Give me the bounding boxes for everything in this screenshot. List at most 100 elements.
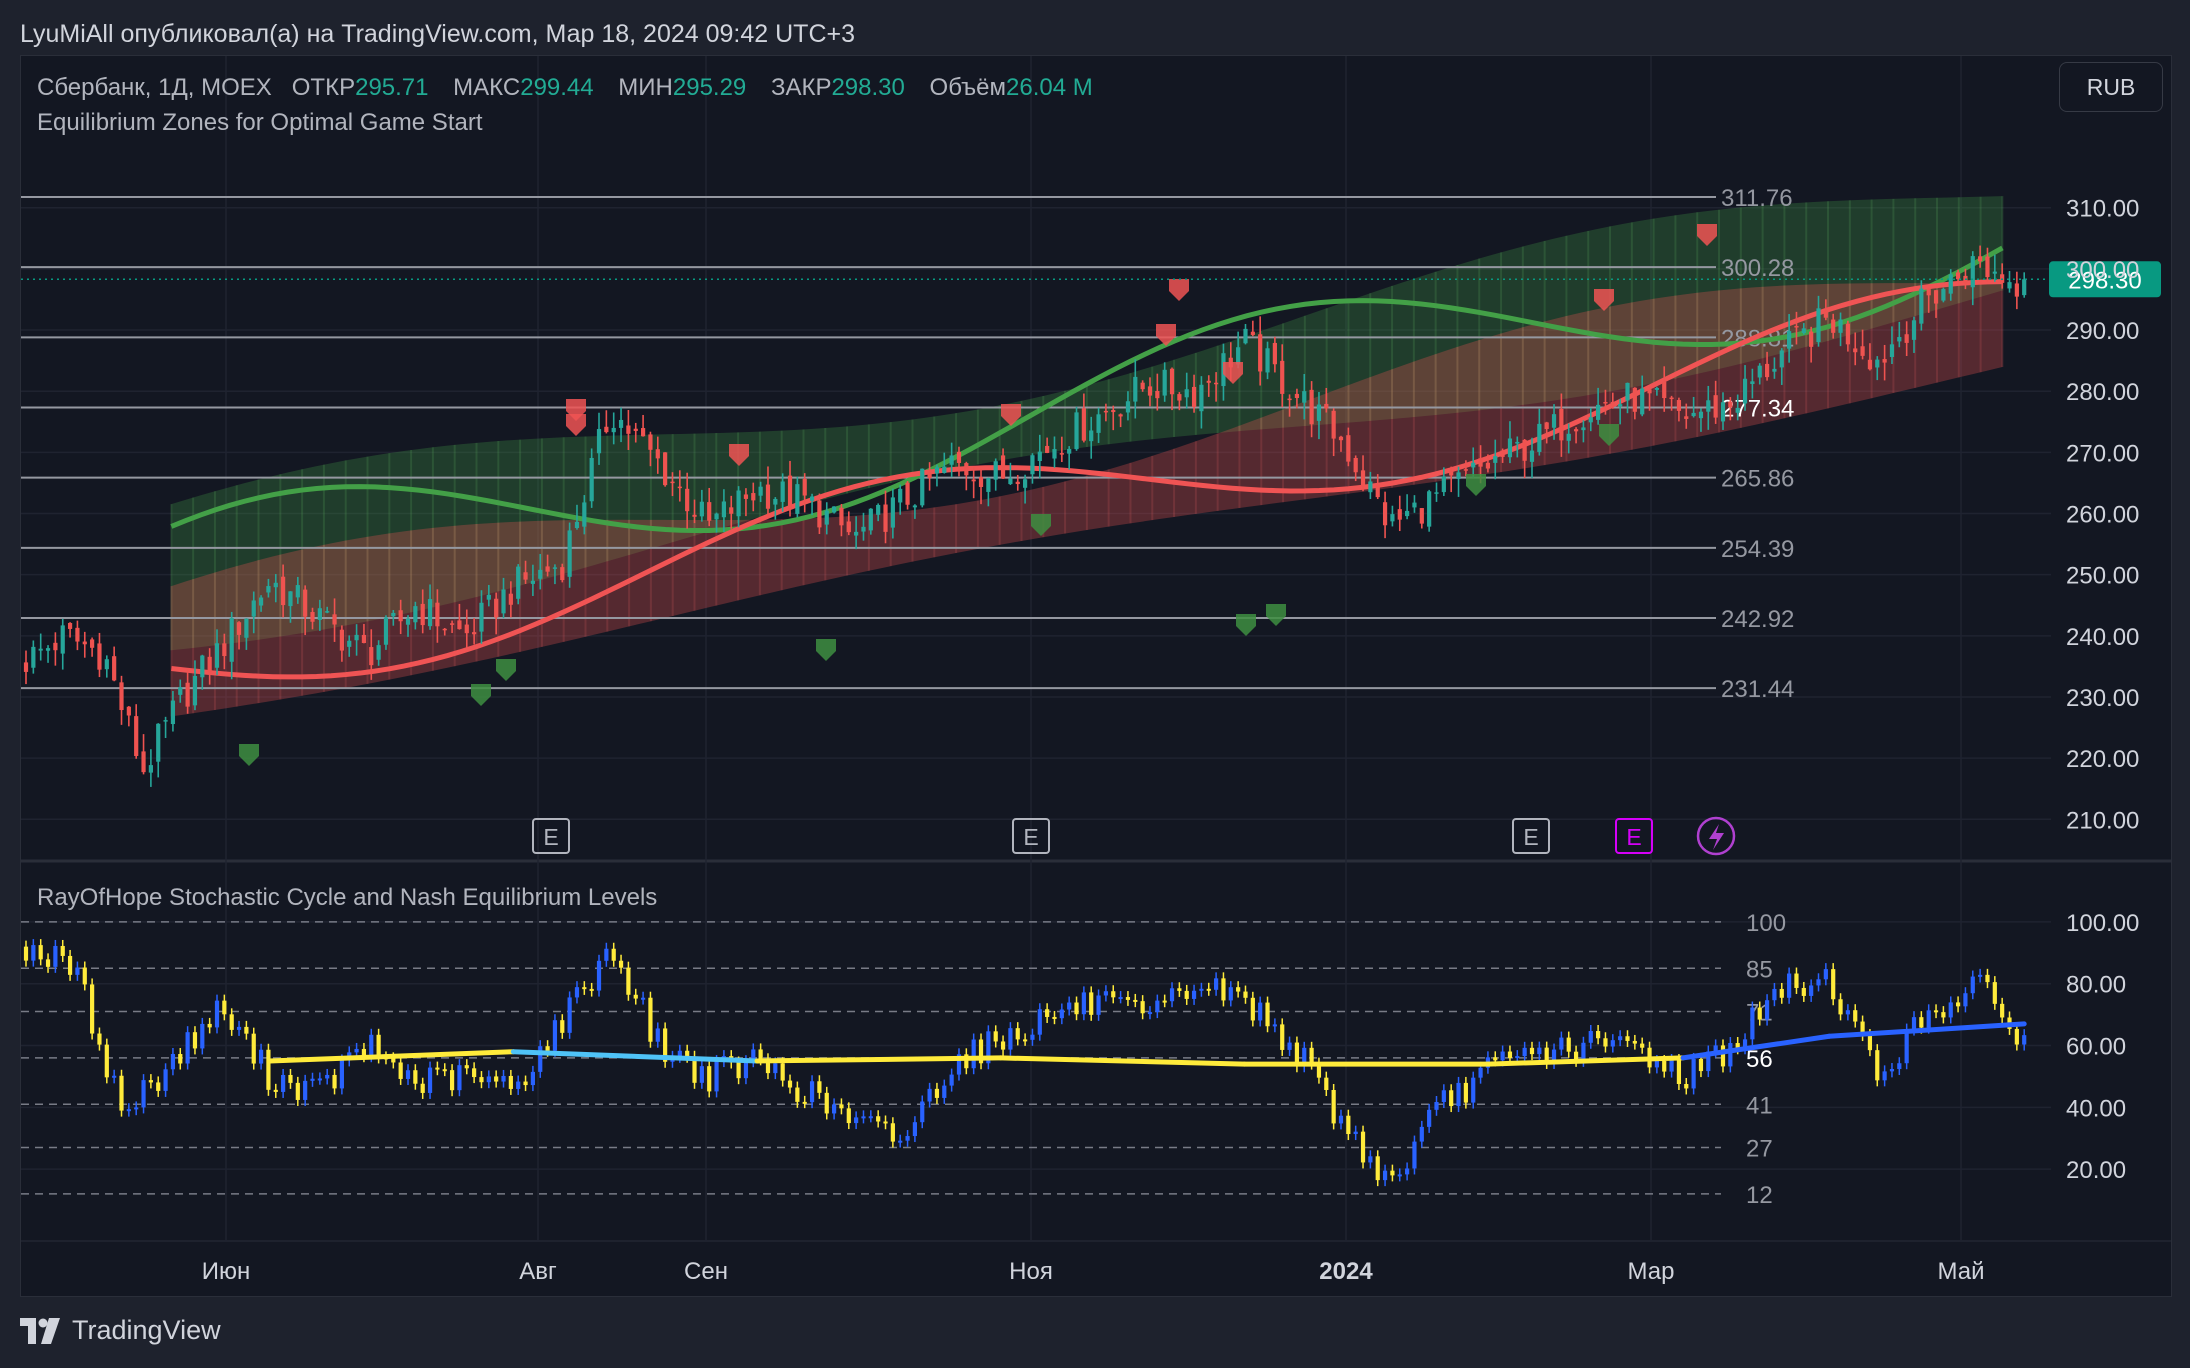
candle-body bbox=[156, 723, 161, 762]
sell-signal-marker bbox=[1001, 404, 1021, 426]
candle-body bbox=[464, 624, 469, 634]
candle-body bbox=[640, 428, 646, 437]
osc-bar bbox=[964, 1054, 969, 1069]
osc-bar bbox=[251, 1033, 256, 1064]
candle-body bbox=[964, 463, 969, 476]
osc-bar bbox=[266, 1049, 271, 1090]
candle-body bbox=[751, 493, 756, 501]
osc-bar bbox=[1588, 1031, 1593, 1043]
osc-bar bbox=[1221, 978, 1226, 1001]
candle-body bbox=[383, 617, 389, 645]
time-axis-label-5: Мар bbox=[1628, 1258, 1675, 1285]
osc-bar bbox=[582, 987, 587, 990]
candle-body bbox=[670, 481, 675, 484]
osc-bar bbox=[200, 1023, 205, 1049]
candle-body bbox=[1926, 289, 1931, 296]
volume-value: 26.04 M bbox=[1006, 74, 1093, 101]
osc-bar bbox=[2014, 1028, 2019, 1045]
osc-bar bbox=[1669, 1059, 1674, 1072]
osc-bar bbox=[802, 1101, 807, 1104]
candle-body bbox=[1074, 412, 1079, 450]
chart-canvas[interactable]: 311.76300.28288.81277.34265.86254.39242.… bbox=[21, 56, 2171, 1296]
currency-button[interactable]: RUB bbox=[2059, 62, 2163, 112]
osc-bar bbox=[1265, 1002, 1270, 1027]
candle-body bbox=[325, 611, 330, 613]
candle-body bbox=[1191, 386, 1197, 407]
candle-body bbox=[82, 641, 87, 645]
osc-bar bbox=[1735, 1043, 1740, 1049]
osc-bar bbox=[773, 1063, 778, 1074]
osc-bar bbox=[618, 960, 624, 968]
osc-axis-label-2: 60.00 bbox=[2066, 1034, 2126, 1061]
candle-body bbox=[1706, 400, 1711, 412]
osc-bar bbox=[876, 1116, 881, 1122]
osc-bar bbox=[222, 1000, 227, 1015]
osc-bar bbox=[2000, 1003, 2005, 1018]
high-label: МАКС bbox=[453, 74, 521, 101]
tradingview-logo[interactable]: TradingView bbox=[20, 1315, 221, 1346]
osc-bar bbox=[1008, 1028, 1013, 1050]
osc-bar bbox=[640, 997, 646, 1000]
candle-body bbox=[1449, 471, 1454, 476]
osc-bar bbox=[376, 1034, 381, 1058]
candle-body bbox=[1992, 271, 1997, 274]
candle-body bbox=[1882, 359, 1887, 363]
candle-body bbox=[23, 662, 29, 672]
osc-bar bbox=[912, 1122, 918, 1137]
osc-signal-line bbox=[754, 1055, 1004, 1064]
candle-body bbox=[332, 614, 337, 625]
candle-body bbox=[1603, 402, 1608, 404]
osc-bar bbox=[1338, 1115, 1344, 1124]
candle-body bbox=[192, 675, 198, 706]
candle-body bbox=[97, 643, 102, 670]
time-axis-label-4: 2024 bbox=[1319, 1258, 1373, 1285]
buy-signal-marker bbox=[1599, 424, 1619, 446]
candle-body bbox=[986, 477, 991, 492]
candle-body bbox=[1610, 401, 1615, 406]
candle-body bbox=[60, 625, 65, 654]
candle-body bbox=[876, 504, 881, 515]
candle-body bbox=[38, 648, 43, 651]
candle-body bbox=[200, 655, 205, 678]
low-value: 295.29 bbox=[672, 74, 747, 101]
candle-body bbox=[1978, 256, 1983, 262]
osc-bar bbox=[1750, 1007, 1755, 1040]
osc-bar bbox=[1412, 1141, 1417, 1169]
osc-bar bbox=[846, 1108, 851, 1124]
candle-body bbox=[1397, 509, 1402, 520]
candle-body bbox=[457, 620, 462, 630]
osc-bar bbox=[633, 994, 638, 999]
osc-bar bbox=[141, 1080, 146, 1108]
candle-body bbox=[119, 682, 124, 711]
osc-signal-line bbox=[510, 1049, 760, 1064]
upper-cycle-line bbox=[170, 245, 2004, 534]
osc-bar bbox=[780, 1063, 785, 1081]
osc-signal-line bbox=[998, 1055, 1247, 1067]
osc-bar bbox=[134, 1107, 139, 1110]
candle-body bbox=[170, 700, 176, 725]
osc-bar bbox=[736, 1062, 741, 1079]
osc-bar bbox=[1963, 993, 1968, 1007]
osc-bar bbox=[861, 1116, 866, 1119]
candle-body bbox=[178, 687, 183, 695]
osc-axis-label-3: 40.00 bbox=[2066, 1095, 2126, 1122]
price-axis-label-8: 230.00 bbox=[2066, 685, 2139, 712]
earnings-marker bbox=[532, 818, 570, 854]
sell-signal-marker bbox=[566, 414, 586, 436]
osc-bar bbox=[1294, 1042, 1300, 1067]
indicator-title-main[interactable]: Equilibrium Zones for Optimal Game Start bbox=[37, 109, 483, 136]
candle-body bbox=[317, 608, 322, 620]
candle-body bbox=[861, 526, 866, 532]
candle-body bbox=[1125, 401, 1131, 413]
chart-frame[interactable]: 311.76 300.28 288.81 277.34 265.86 254.39 242.… bbox=[20, 55, 2172, 1297]
osc-bar bbox=[663, 1028, 668, 1062]
indicator-title-oscillator[interactable]: RayOfHope Stochastic Cycle and Nash Equi… bbox=[37, 884, 658, 911]
osc-bar bbox=[97, 1033, 102, 1045]
osc-bar bbox=[1551, 1049, 1557, 1063]
candle-body bbox=[1985, 256, 1990, 277]
osc-bar bbox=[60, 945, 65, 956]
candle-body bbox=[361, 634, 367, 644]
osc-bar bbox=[648, 997, 653, 1042]
osc-bar bbox=[655, 1028, 660, 1042]
candle-body bbox=[1052, 449, 1057, 459]
